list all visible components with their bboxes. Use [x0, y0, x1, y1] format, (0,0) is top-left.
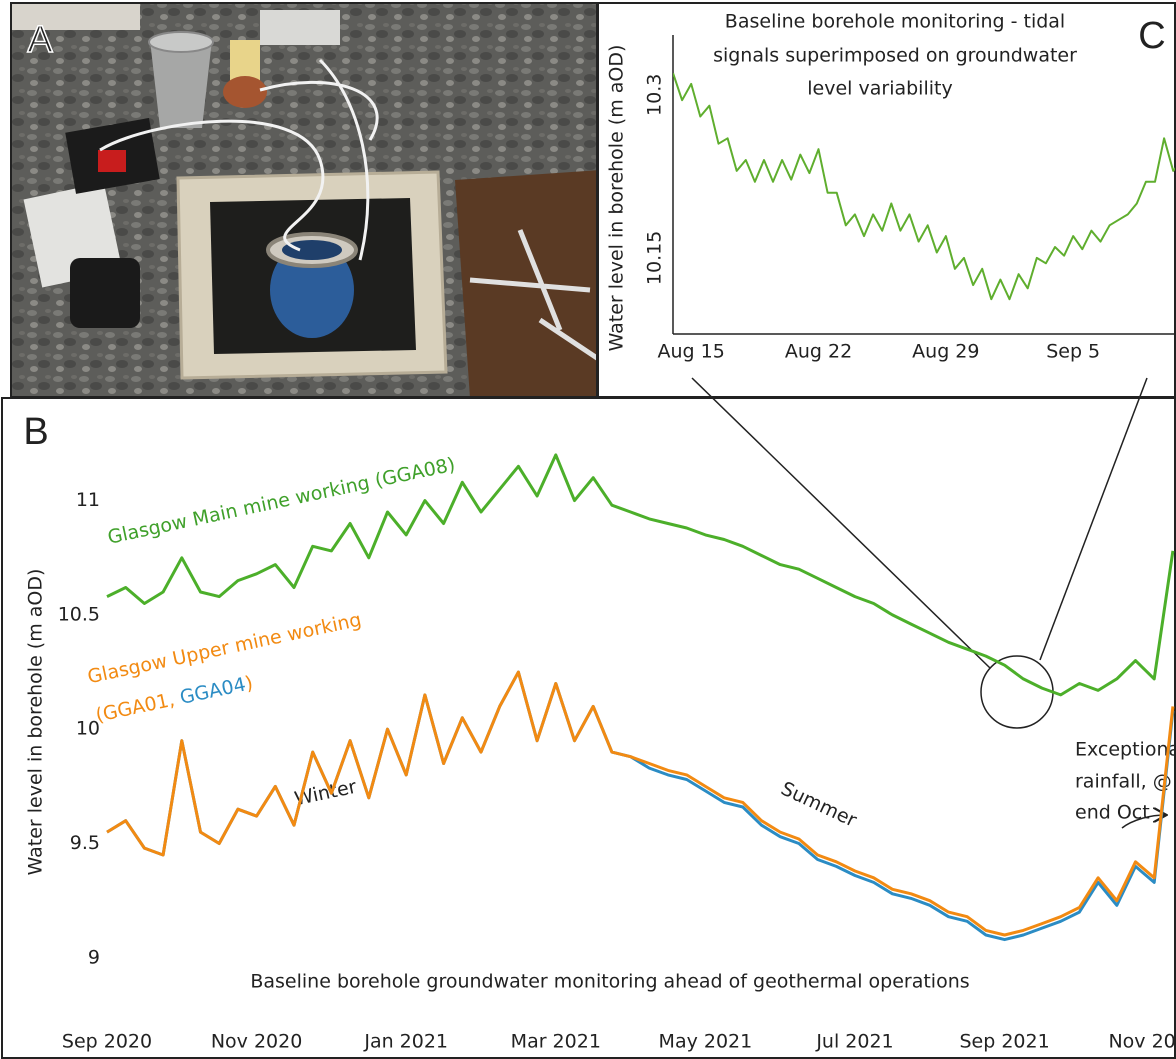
annotation: Summer — [778, 778, 861, 832]
annotation: rainfall, @ — [1075, 771, 1172, 793]
plot-area — [107, 455, 1173, 940]
chart-title: signals superimposed on groundwater — [713, 45, 1077, 67]
y-tick-label: 9 — [88, 946, 100, 968]
zoom-connector — [692, 378, 990, 668]
series-line — [107, 672, 1173, 935]
series-line — [107, 455, 1173, 695]
zoom-connector — [1040, 378, 1147, 660]
x-tick-label: Nov 2021 — [1108, 1031, 1176, 1053]
y-axis-title: Water level in borehole (m aOD) — [606, 45, 628, 352]
chart-subtitle: Baseline borehole groundwater monitoring… — [250, 971, 969, 993]
chart-title: Baseline borehole monitoring - tidal — [725, 11, 1065, 33]
panel-border — [2, 398, 1175, 1058]
x-tick-label: Jan 2021 — [363, 1031, 448, 1053]
zoom-circle — [981, 656, 1053, 728]
y-tick-label: 11 — [76, 489, 100, 511]
x-tick-label: Mar 2021 — [511, 1031, 601, 1053]
x-tick-label: Aug 22 — [785, 341, 852, 363]
x-tick-label: Sep 2021 — [959, 1031, 1049, 1053]
label-text: Glasgow Main mine working — [106, 471, 372, 548]
y-tick-label: 10.5 — [58, 603, 100, 625]
series-name: GGA08 — [380, 455, 450, 490]
plot-area — [673, 73, 1176, 299]
series-line — [107, 672, 1173, 940]
panel-label: C — [1138, 15, 1165, 57]
page: A Baseline borehole monitoring - tidal s… — [0, 0, 1176, 1059]
x-tick-label: Sep 5 — [1046, 341, 1100, 363]
series-name: GGA01 — [101, 689, 171, 724]
series-line — [673, 73, 1176, 299]
y-axis-title: Water level in borehole (m aOD) — [25, 569, 47, 876]
panel-label: B — [23, 411, 48, 453]
y-tick-label: 10 — [76, 718, 100, 740]
figure: A Baseline borehole monitoring - tidal s… — [0, 0, 1176, 1059]
x-tick-label: May 2021 — [659, 1031, 753, 1053]
x-tick-label: Aug 15 — [658, 341, 725, 363]
y-tick-label: 10.3 — [644, 74, 666, 116]
x-tick-label: Sep 2020 — [62, 1031, 152, 1053]
x-tick-label: Jul 2021 — [815, 1031, 893, 1053]
chart-title: level variability — [807, 78, 952, 100]
series-name: GGA04 — [178, 673, 248, 708]
x-tick-label: Aug 29 — [912, 341, 979, 363]
annotation: Exceptional — [1075, 739, 1176, 761]
y-tick-label: 9.5 — [70, 832, 100, 854]
y-tick-label: 10.15 — [644, 231, 666, 285]
x-tick-label: Nov 2020 — [211, 1031, 302, 1053]
panel-label: A — [27, 19, 53, 61]
